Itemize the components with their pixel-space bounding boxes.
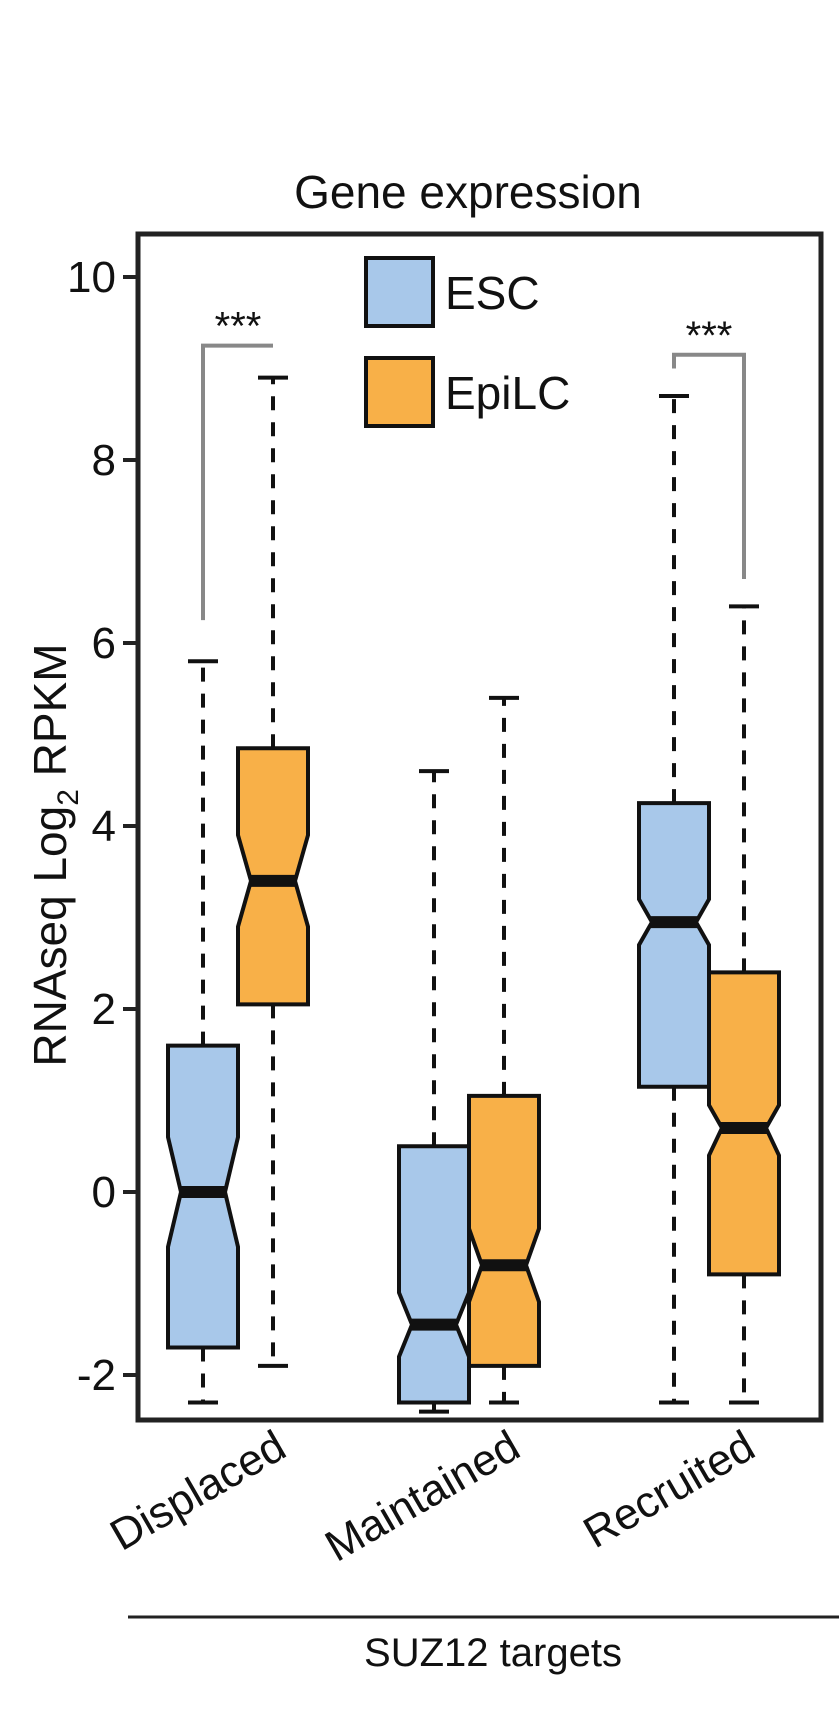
y-tick-label: 0 [92, 1168, 116, 1217]
box-epilc-maintained [467, 695, 541, 1405]
significance-displaced: *** [201, 305, 273, 621]
x-category-label-maintained: Maintained [317, 1421, 528, 1571]
x-axis-labels: Displaced Maintained Recruited [102, 1421, 763, 1571]
x-category-label-displaced: Displaced [102, 1421, 294, 1560]
y-axis-label-main: RNAseq Log [24, 806, 76, 1067]
chart-title: Gene expression [294, 166, 642, 218]
box-esc-recruited [637, 393, 711, 1405]
significance-bracket [672, 352, 746, 579]
box-epilc-displaced [236, 375, 310, 1368]
notched-box [397, 1144, 471, 1405]
y-tick-label: -2 [77, 1351, 116, 1400]
y-tick-label: 8 [92, 436, 116, 485]
box-epilc-recruited [707, 604, 781, 1405]
y-axis: -2 0 2 4 6 8 10 [67, 253, 138, 1400]
plot-area: *** *** [166, 305, 781, 1414]
box-esc-displaced [166, 659, 240, 1405]
y-tick-label: 10 [67, 253, 116, 302]
legend-label-esc: ESC [445, 267, 540, 319]
significance-stars: *** [215, 305, 262, 349]
y-tick-label: 4 [92, 802, 116, 851]
significance-bracket [201, 343, 273, 621]
y-tick-label: 6 [92, 619, 116, 668]
box-esc-maintained [397, 769, 471, 1414]
y-tick-label: 2 [92, 985, 116, 1034]
significance-stars: *** [686, 314, 733, 358]
y-axis-label: RNAseq Log2 RPKM [24, 643, 85, 1066]
y-axis-label-subscript: 2 [52, 789, 85, 806]
legend: ESC EpiLC [364, 256, 570, 428]
legend-swatch-esc [364, 256, 435, 328]
group-label: SUZ12 targets [364, 1631, 622, 1675]
x-category-label-recruited: Recruited [575, 1421, 763, 1558]
significance-recruited: *** [672, 314, 746, 579]
notched-box [467, 1093, 541, 1368]
legend-label-epilc: EpiLC [445, 367, 570, 419]
notched-box [637, 801, 711, 1089]
legend-swatch-epilc [364, 356, 435, 428]
y-axis-label-tail: RPKM [24, 643, 76, 789]
